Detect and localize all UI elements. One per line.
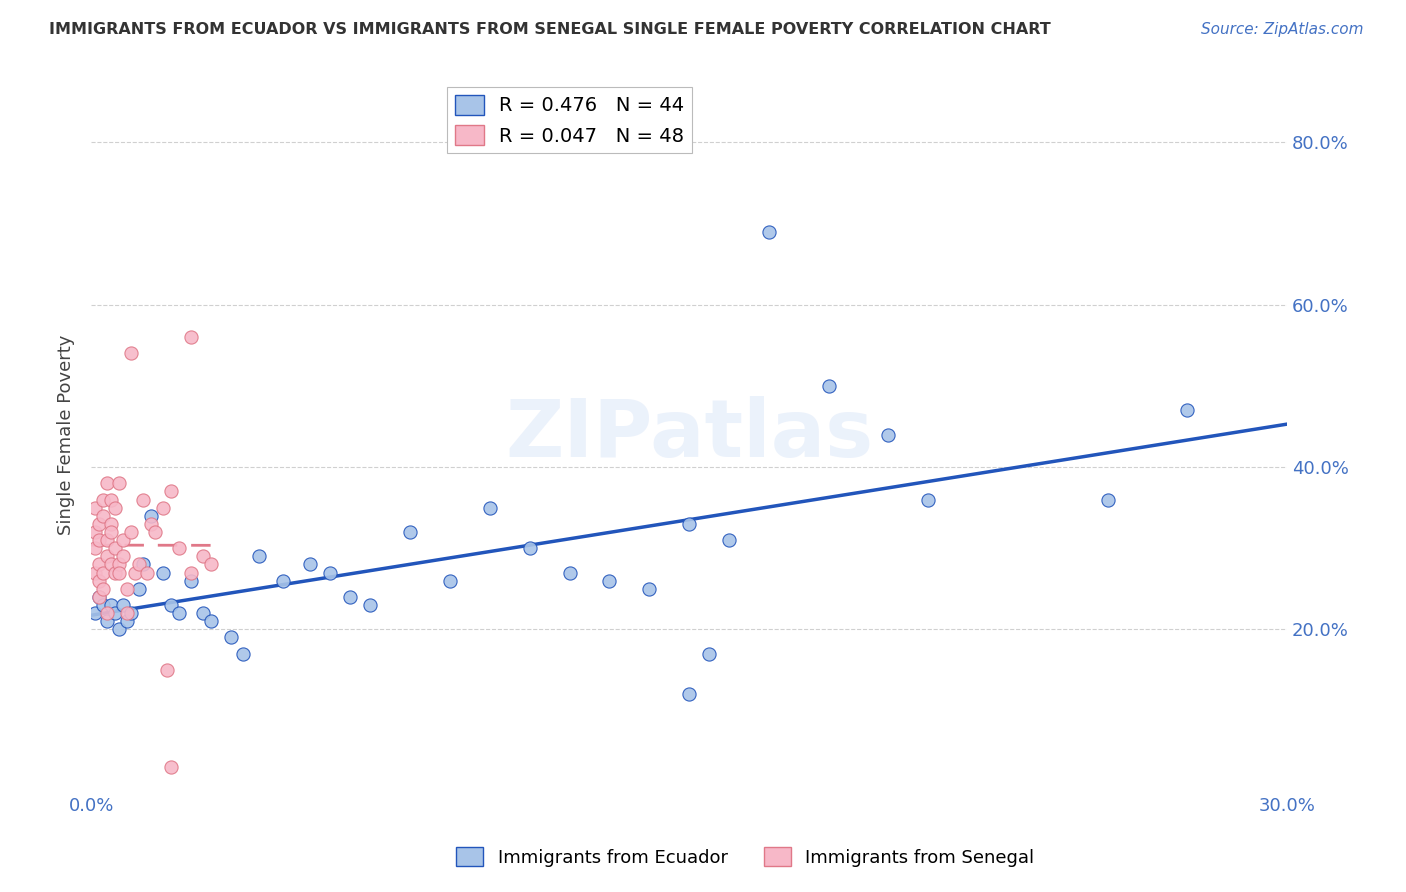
Point	[359, 598, 381, 612]
Point	[167, 541, 190, 556]
Point	[89, 590, 111, 604]
Point	[697, 647, 720, 661]
Point	[108, 623, 131, 637]
Point	[89, 590, 111, 604]
Point	[91, 566, 114, 580]
Point	[167, 606, 190, 620]
Point	[152, 566, 174, 580]
Point	[139, 508, 162, 523]
Point	[180, 574, 202, 588]
Point	[200, 614, 222, 628]
Y-axis label: Single Female Poverty: Single Female Poverty	[58, 334, 75, 535]
Point	[100, 558, 122, 572]
Point	[160, 598, 183, 612]
Point	[143, 524, 166, 539]
Point	[91, 492, 114, 507]
Point	[89, 516, 111, 531]
Point	[108, 558, 131, 572]
Point	[108, 566, 131, 580]
Point	[180, 330, 202, 344]
Point	[100, 492, 122, 507]
Point	[115, 606, 138, 620]
Point	[96, 549, 118, 564]
Point	[104, 541, 127, 556]
Point	[120, 606, 142, 620]
Point	[439, 574, 461, 588]
Point	[120, 524, 142, 539]
Point	[638, 582, 661, 596]
Point	[115, 614, 138, 628]
Point	[717, 533, 740, 547]
Point	[478, 500, 501, 515]
Point	[84, 500, 107, 515]
Point	[84, 524, 107, 539]
Point	[160, 760, 183, 774]
Point	[128, 582, 150, 596]
Point	[115, 582, 138, 596]
Text: IMMIGRANTS FROM ECUADOR VS IMMIGRANTS FROM SENEGAL SINGLE FEMALE POVERTY CORRELA: IMMIGRANTS FROM ECUADOR VS IMMIGRANTS FR…	[49, 22, 1050, 37]
Point	[271, 574, 294, 588]
Point	[200, 558, 222, 572]
Point	[112, 549, 135, 564]
Point	[91, 508, 114, 523]
Point	[91, 598, 114, 612]
Point	[399, 524, 422, 539]
Point	[89, 574, 111, 588]
Point	[160, 484, 183, 499]
Point	[758, 225, 780, 239]
Point	[1177, 403, 1199, 417]
Point	[104, 500, 127, 515]
Point	[91, 582, 114, 596]
Point	[180, 566, 202, 580]
Point	[104, 606, 127, 620]
Point	[917, 492, 939, 507]
Point	[96, 606, 118, 620]
Point	[104, 566, 127, 580]
Point	[89, 533, 111, 547]
Point	[817, 379, 839, 393]
Point	[136, 566, 159, 580]
Point	[678, 687, 700, 701]
Point	[156, 663, 179, 677]
Point	[84, 566, 107, 580]
Point	[96, 614, 118, 628]
Point	[232, 647, 254, 661]
Point	[124, 566, 146, 580]
Point	[89, 558, 111, 572]
Point	[84, 606, 107, 620]
Point	[112, 598, 135, 612]
Legend: Immigrants from Ecuador, Immigrants from Senegal: Immigrants from Ecuador, Immigrants from…	[449, 840, 1042, 874]
Point	[108, 476, 131, 491]
Point	[877, 427, 900, 442]
Point	[219, 631, 242, 645]
Point	[247, 549, 270, 564]
Point	[100, 598, 122, 612]
Point	[132, 558, 155, 572]
Point	[112, 533, 135, 547]
Point	[132, 492, 155, 507]
Text: ZIPatlas: ZIPatlas	[505, 395, 873, 474]
Point	[1097, 492, 1119, 507]
Point	[100, 524, 122, 539]
Point	[100, 516, 122, 531]
Point	[96, 476, 118, 491]
Text: Source: ZipAtlas.com: Source: ZipAtlas.com	[1201, 22, 1364, 37]
Point	[519, 541, 541, 556]
Point	[339, 590, 361, 604]
Point	[319, 566, 342, 580]
Legend: R = 0.476   N = 44, R = 0.047   N = 48: R = 0.476 N = 44, R = 0.047 N = 48	[447, 87, 692, 153]
Point	[139, 516, 162, 531]
Point	[191, 606, 214, 620]
Point	[558, 566, 581, 580]
Point	[299, 558, 322, 572]
Point	[152, 500, 174, 515]
Point	[678, 516, 700, 531]
Point	[128, 558, 150, 572]
Point	[84, 541, 107, 556]
Point	[598, 574, 620, 588]
Point	[191, 549, 214, 564]
Point	[96, 533, 118, 547]
Point	[120, 346, 142, 360]
